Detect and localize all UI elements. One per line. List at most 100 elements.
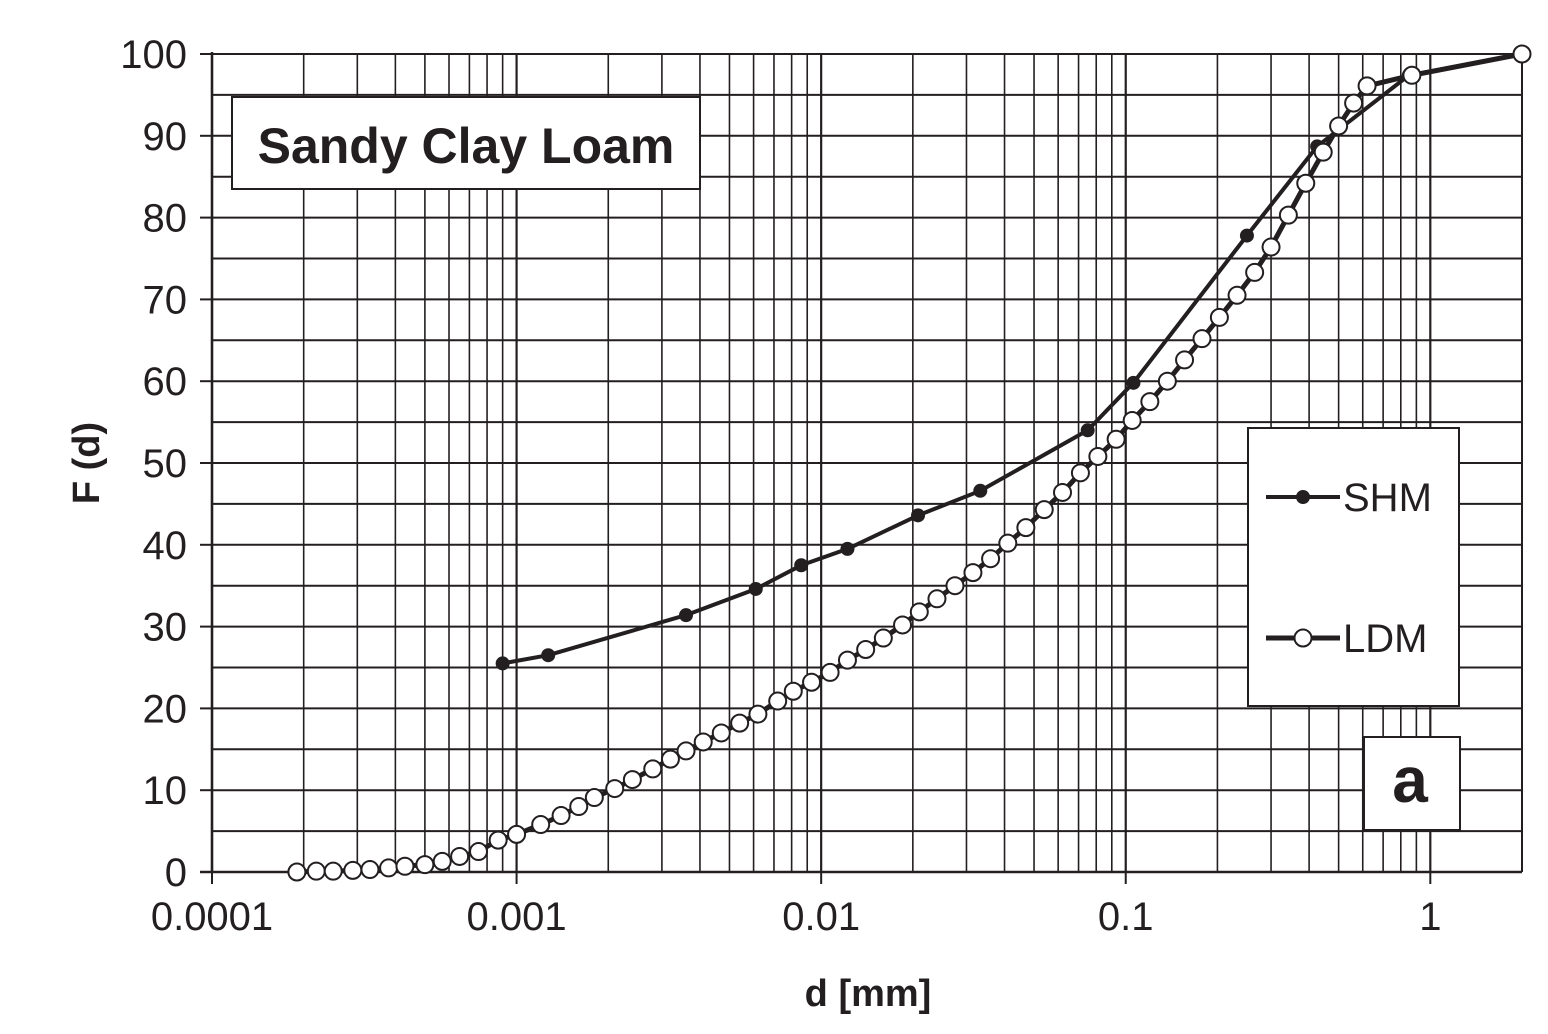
- data-point-ldm: [507, 824, 527, 844]
- data-point-ldm: [730, 713, 750, 733]
- series-line-shm: [502, 52, 1523, 666]
- data-point-shm: [911, 508, 926, 523]
- data-point-ldm: [379, 858, 399, 878]
- y-tick-label: 10: [143, 769, 188, 813]
- data-point-ldm: [360, 860, 380, 880]
- data-point-ldm: [820, 662, 840, 682]
- data-point-ldm: [945, 576, 965, 596]
- legend-marker-shm: [1296, 490, 1310, 504]
- data-point-shm: [748, 581, 763, 596]
- data-point-ldm: [893, 615, 913, 635]
- data-point-shm: [1126, 375, 1141, 390]
- y-tick-label: 90: [143, 115, 188, 159]
- panel-label-box: a: [1363, 736, 1461, 831]
- data-point-ldm: [1357, 76, 1377, 96]
- data-point-shm: [794, 558, 809, 573]
- data-point-ldm: [584, 788, 604, 808]
- data-point-ldm: [1034, 500, 1054, 520]
- y-tick-label: 20: [143, 687, 188, 731]
- data-point-ldm: [551, 806, 571, 826]
- data-point-shm: [973, 483, 988, 498]
- data-point-ldm: [469, 842, 489, 862]
- x-tick-label: 0.001: [467, 895, 567, 939]
- data-point-ldm: [981, 549, 1001, 569]
- data-point-ldm: [711, 723, 731, 743]
- data-point-ldm: [693, 732, 713, 752]
- data-point-ldm: [395, 856, 415, 876]
- panel-label: a: [1392, 744, 1428, 816]
- data-point-ldm: [343, 860, 363, 880]
- data-point-ldm: [873, 628, 893, 648]
- data-point-ldm: [1313, 142, 1333, 162]
- y-tick-label: 80: [143, 197, 188, 241]
- chart-title: Sandy Clay Loam: [258, 118, 675, 174]
- data-point-shm: [840, 541, 855, 556]
- data-point-ldm: [323, 861, 343, 881]
- legend-entry-ldm: LDM: [1266, 617, 1427, 661]
- data-point-ldm: [1140, 392, 1160, 412]
- data-point-ldm: [1192, 329, 1212, 349]
- title-frame: [231, 96, 701, 190]
- legend-marker-ldm: [1293, 628, 1313, 648]
- y-tick-label: 70: [143, 278, 188, 322]
- data-point-ldm: [643, 759, 663, 779]
- legend-frame: [1247, 427, 1460, 707]
- data-point-ldm: [287, 862, 307, 882]
- y-tick-label: 0: [165, 851, 187, 895]
- data-point-ldm: [1296, 173, 1316, 193]
- data-point-ldm: [1227, 285, 1247, 305]
- data-point-ldm: [1245, 262, 1265, 282]
- data-point-ldm: [1070, 463, 1090, 483]
- data-point-ldm: [1344, 93, 1364, 113]
- data-point-ldm: [488, 830, 508, 850]
- data-point-ldm: [660, 749, 680, 769]
- y-axis-title: F (d): [66, 422, 108, 504]
- data-point-ldm: [605, 779, 625, 799]
- x-tick-label: 1: [1419, 895, 1441, 939]
- data-point-ldm: [1261, 237, 1281, 257]
- data-point-ldm: [1209, 307, 1229, 327]
- data-point-ldm: [1512, 44, 1532, 64]
- legend-label-ldm: LDM: [1343, 617, 1427, 661]
- data-point-ldm: [415, 855, 435, 875]
- y-tick-label: 40: [143, 524, 188, 568]
- data-point-ldm: [1278, 205, 1298, 225]
- legend: SHM LDM: [1247, 427, 1460, 707]
- data-point-ldm: [1157, 371, 1177, 391]
- data-point-ldm: [1088, 446, 1108, 466]
- data-point-ldm: [432, 851, 452, 871]
- data-point-ldm: [1175, 350, 1195, 370]
- x-tick-label: 0.01: [782, 895, 860, 939]
- data-point-ldm: [622, 770, 642, 790]
- data-point-ldm: [531, 815, 551, 835]
- data-point-ldm: [748, 704, 768, 724]
- y-tick-label: 50: [143, 442, 188, 486]
- series-ldm: [287, 44, 1532, 882]
- data-point-ldm: [1329, 116, 1349, 136]
- panel-label-frame: [1363, 736, 1461, 831]
- data-point-ldm: [450, 846, 470, 866]
- data-point-shm: [495, 656, 510, 671]
- data-point-ldm: [306, 861, 326, 881]
- tick-labels: 0 10 20 30 40 50 60 70 80 90 100 0.0001 0.001 0.01 0.1…: [120, 33, 1441, 939]
- data-point-ldm: [998, 533, 1018, 553]
- data-point-ldm: [963, 563, 983, 583]
- legend-entry-shm: SHM: [1266, 476, 1432, 520]
- data-point-shm: [679, 608, 694, 623]
- x-axis-title: d [mm]: [805, 973, 932, 1015]
- data-point-shm: [541, 648, 556, 663]
- data-point-ldm: [783, 681, 803, 701]
- chart-title-box: Sandy Clay Loam: [231, 96, 701, 190]
- data-point-ldm: [1106, 429, 1126, 449]
- data-point-ldm: [837, 650, 857, 670]
- x-tick-label: 0.0001: [151, 895, 273, 939]
- data-point-ldm: [1122, 410, 1142, 430]
- data-point-ldm: [802, 672, 822, 692]
- y-tick-label: 100: [120, 33, 187, 77]
- data-point-ldm: [768, 691, 788, 711]
- data-point-ldm: [1016, 518, 1036, 538]
- data-point-shm: [1239, 228, 1254, 243]
- y-tick-label: 30: [143, 606, 188, 650]
- data-series: [287, 44, 1532, 882]
